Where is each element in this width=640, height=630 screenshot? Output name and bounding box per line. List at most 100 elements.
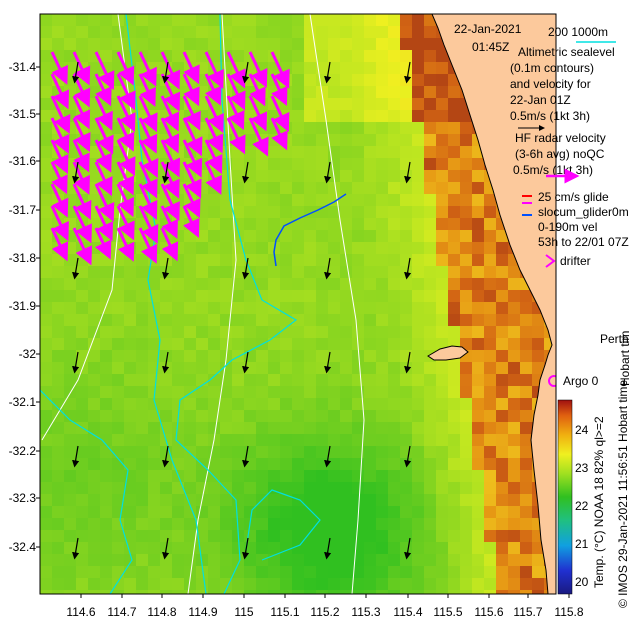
sst-cell (52, 482, 64, 494)
sst-cell (196, 26, 208, 38)
sst-cell (172, 38, 184, 50)
sst-cell (412, 590, 424, 594)
sst-cell (376, 422, 388, 434)
sst-cell (532, 566, 544, 578)
sst-cell (208, 350, 220, 362)
sst-cell (484, 314, 496, 326)
sst-cell (208, 386, 220, 398)
sst-cell (460, 494, 472, 506)
sst-cell (472, 254, 484, 266)
sst-cell (172, 194, 184, 206)
sst-cell (316, 458, 328, 470)
sst-cell (328, 266, 340, 278)
sst-cell (400, 566, 412, 578)
sst-cell (292, 122, 304, 134)
sst-cell (160, 14, 172, 26)
sst-cell (88, 578, 100, 590)
sst-cell (136, 350, 148, 362)
sst-cell (388, 542, 400, 554)
sst-cell (112, 278, 124, 290)
sst-cell (496, 554, 508, 566)
sst-cell (520, 446, 532, 458)
sst-cell (484, 554, 496, 566)
sst-cell (376, 518, 388, 530)
sst-cell (124, 338, 136, 350)
sst-cell (184, 26, 196, 38)
sst-cell (316, 122, 328, 134)
sst-cell (508, 362, 520, 374)
x-tick-label: 114.7 (107, 605, 136, 619)
sst-cell (352, 566, 364, 578)
sst-cell (64, 290, 76, 302)
sst-cell (316, 218, 328, 230)
sst-cell (172, 278, 184, 290)
hf-radar-arrow (72, 205, 92, 244)
sst-cell (208, 326, 220, 338)
sst-cell (316, 254, 328, 266)
sst-cell (340, 482, 352, 494)
sst-cell (520, 338, 532, 350)
sst-cell (448, 302, 460, 314)
sst-cell (280, 530, 292, 542)
sst-cell (424, 566, 436, 578)
sst-cell (376, 242, 388, 254)
colorbar-tick-label: 24 (575, 423, 589, 437)
sst-cell (220, 506, 232, 518)
sst-cell (376, 266, 388, 278)
sst-cell (148, 266, 160, 278)
sst-cell (304, 170, 316, 182)
sst-cell (196, 206, 208, 218)
sst-cell (352, 410, 364, 422)
sst-cell (448, 458, 460, 470)
sst-cell (340, 206, 352, 218)
sst-cell (448, 134, 460, 146)
sst-cell (52, 422, 64, 434)
sst-cell (364, 542, 376, 554)
sst-cell (412, 398, 424, 410)
sst-cell (436, 170, 448, 182)
sst-cell (208, 566, 220, 578)
altimetry-arrow (72, 257, 80, 280)
sst-cell (316, 446, 328, 458)
sst-cell (304, 38, 316, 50)
sst-cell (316, 242, 328, 254)
sst-cell (256, 242, 268, 254)
sst-cell (424, 206, 436, 218)
sst-cell (376, 98, 388, 110)
hf-radar-arrow (226, 73, 246, 111)
sst-cell (220, 14, 232, 26)
sst-cell (400, 302, 412, 314)
sst-cell (136, 566, 148, 578)
sst-cell (244, 494, 256, 506)
sst-cell (160, 38, 172, 50)
sst-cell (304, 134, 316, 146)
sst-cell (64, 386, 76, 398)
sst-cell (508, 518, 520, 530)
sst-cell (196, 314, 208, 326)
sst-cell (112, 494, 124, 506)
sst-cell (208, 230, 220, 242)
sst-cell (364, 494, 376, 506)
sst-cell (256, 98, 268, 110)
sst-cell (496, 530, 508, 542)
sst-cell (388, 398, 400, 410)
sst-cell (532, 326, 544, 338)
sst-cell (136, 590, 148, 594)
y-tick-label: -32 (19, 347, 37, 361)
sst-cell (256, 386, 268, 398)
sst-cell (436, 446, 448, 458)
sst-cell (52, 590, 64, 594)
land (431, 14, 556, 594)
sst-cell (100, 446, 112, 458)
sst-cell (316, 578, 328, 590)
altimetry-contour (40, 389, 133, 594)
sst-cell (388, 14, 400, 26)
sst-cell (448, 170, 460, 182)
sst-cell (220, 206, 232, 218)
sst-cell (304, 350, 316, 362)
sst-cell (112, 386, 124, 398)
sst-cell (316, 422, 328, 434)
y-axis: -31.4-31.5-31.6-31.7-31.8-31.9-32-32.1-3… (9, 60, 40, 554)
sst-cell (172, 14, 184, 26)
sst-cell (424, 578, 436, 590)
